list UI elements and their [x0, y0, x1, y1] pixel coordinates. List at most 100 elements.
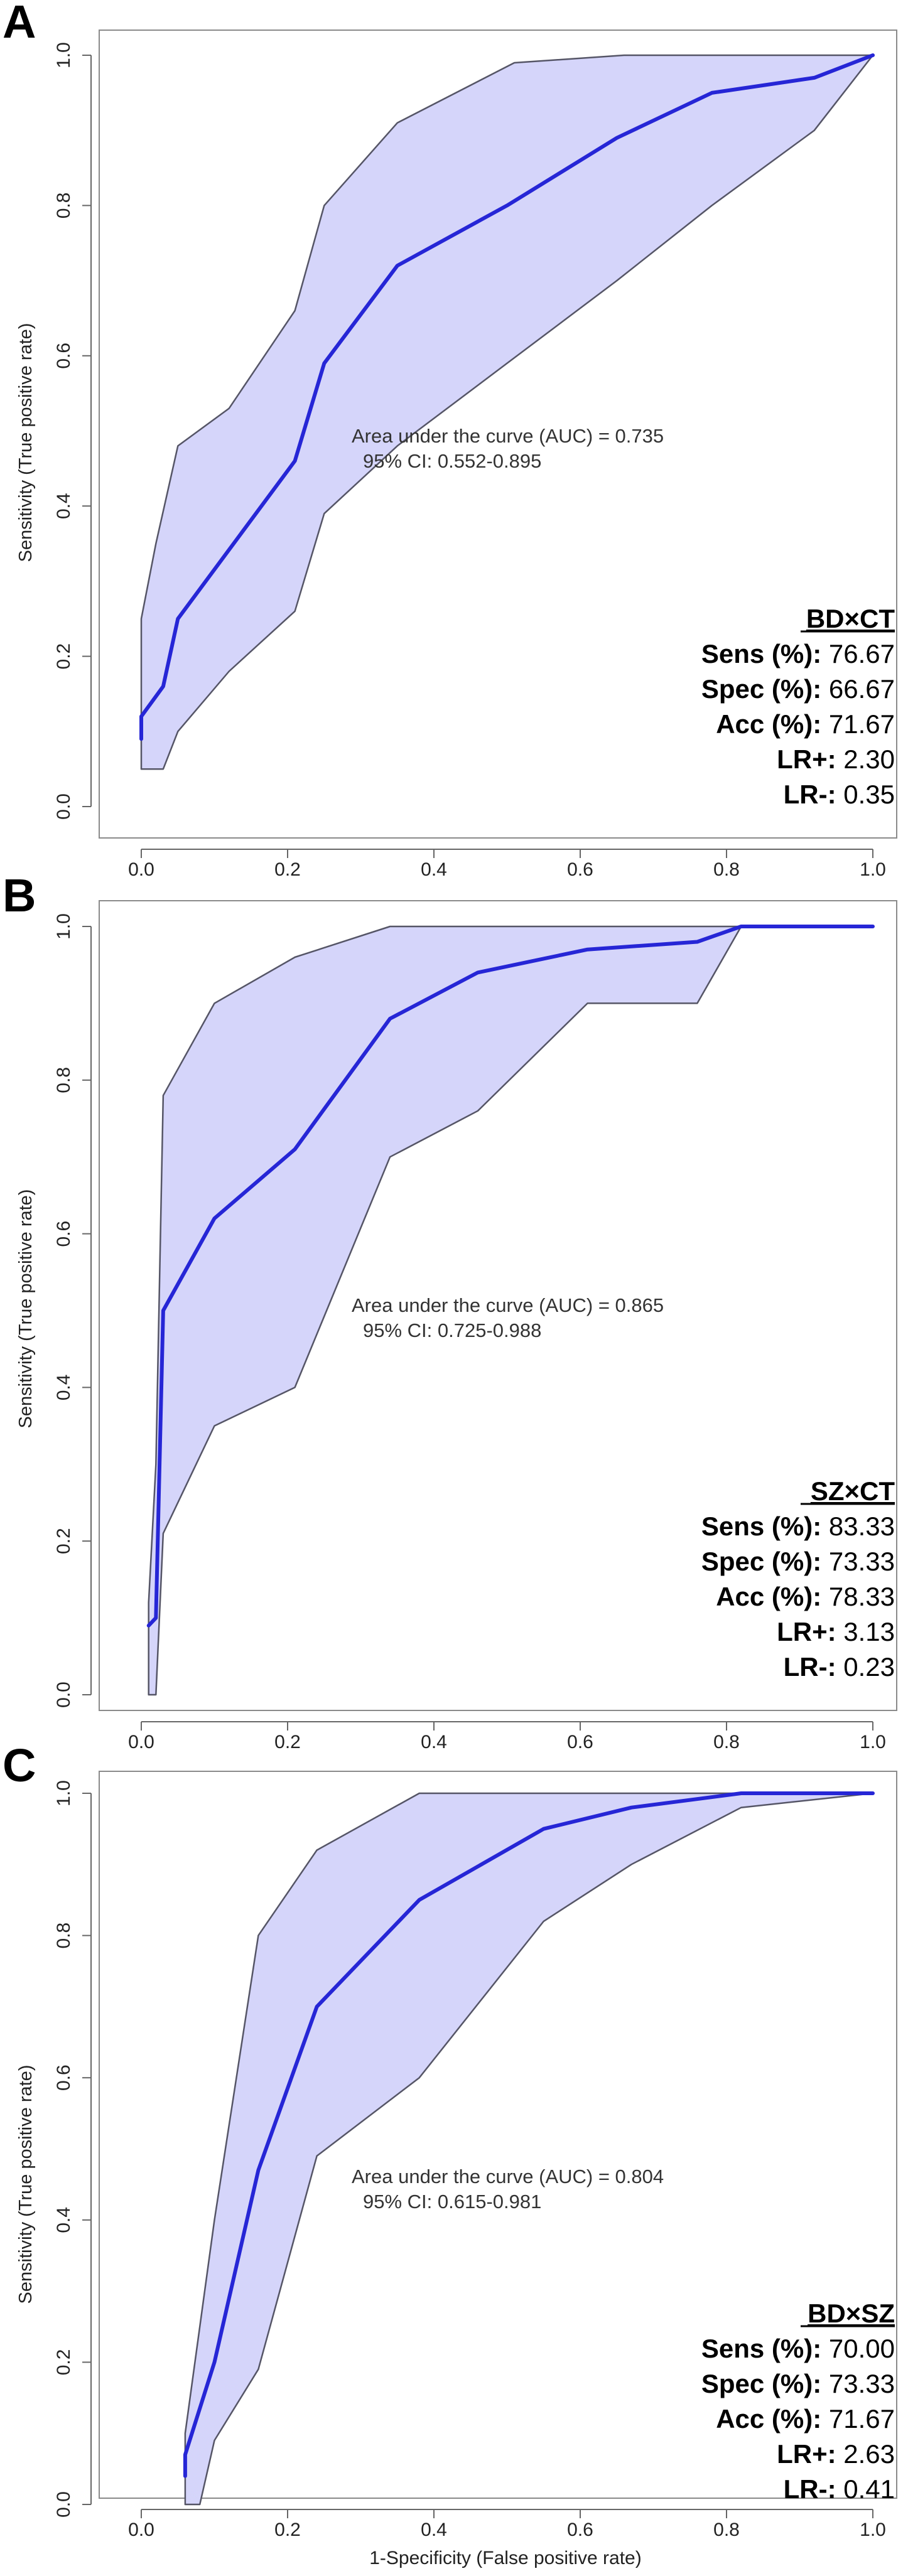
panel-b-y-tick-label: 1.0	[53, 913, 74, 940]
panel-c-stat-row: LR-: 0.41	[784, 2474, 895, 2504]
panel-c-x-tick-label: 0.4	[421, 2520, 447, 2540]
panel-c-plot-area	[183, 1791, 875, 2506]
panel-b-stat-row: Spec (%): 73.33	[701, 1547, 895, 1576]
panel-b-stat-colon: :	[828, 1617, 844, 1646]
panel-a-stat-value: 0.35	[843, 780, 895, 809]
panel-b-x-tick-label: 0.8	[713, 1732, 740, 1752]
panel-a-y-tick-label: 0.0	[53, 793, 74, 820]
panel-c-ci-text: 95% CI: 0.615-0.981	[363, 2191, 541, 2213]
panel-a-stat-value: 2.30	[843, 744, 895, 774]
panel-a-stat-row: Sens (%): 76.67	[701, 639, 895, 668]
panel-b-stat-colon: :	[813, 1547, 829, 1576]
panel-a-plot-frame	[99, 30, 897, 839]
panel-c-x-tick-label: 1.0	[860, 2520, 886, 2540]
panel-b-y-tick-label: 0.4	[53, 1375, 74, 1401]
panel-a-label: A	[3, 0, 36, 48]
panel-c-auc-text: Area under the curve (AUC) = 0.804	[352, 2165, 664, 2187]
panel-c-stat-label: Acc (%)	[716, 2404, 813, 2434]
panel-c-stat-colon: :	[813, 2334, 829, 2363]
panel-b-ci-text: 95% CI: 0.725-0.988	[363, 1319, 541, 1341]
panel-b-stat-colon: :	[828, 1652, 844, 1682]
panel-a-x-tick-label: 0.6	[567, 859, 593, 880]
panel-b-x-tick-label: 0.6	[567, 1732, 593, 1752]
panel-a-roc-curve	[139, 53, 875, 741]
panel-a-stat-label: LR+	[777, 744, 828, 774]
panel-b-stats-title: SZ×CT	[811, 1476, 895, 1506]
panel-c-stats-title: BD×SZ	[808, 2299, 895, 2328]
panel-a-ticks: 0.0 0.2 0.4 0.6 0.8 1.0 0.0 0.2 0.4 0.6 0.8 1.0	[53, 42, 886, 880]
panel-b-stat-row: LR+: 3.13	[777, 1617, 895, 1646]
panel-c-y-tick-label: 0.4	[53, 2207, 74, 2233]
panel-c-stat-label: Spec (%)	[701, 2369, 813, 2398]
panel-c-y-tick-label: 0.6	[53, 2064, 74, 2091]
panel-c-stat-row: Acc (%): 71.67	[716, 2404, 895, 2434]
panel-b-stat-colon: :	[813, 1511, 829, 1541]
panel-c: C Sensitivity (True positive rate) 0.00.…	[3, 1739, 897, 2568]
panel-b-y-tick-label: 0.0	[53, 1682, 74, 1708]
panel-b-stat-label: Acc (%)	[716, 1582, 813, 1611]
panel-a-stat-row: Acc (%): 71.67	[716, 709, 895, 739]
panel-b-label: B	[3, 869, 36, 921]
panel-b-stat-colon: :	[813, 1582, 829, 1611]
panel-c-roc-curve	[183, 1791, 875, 2478]
panel-c-stat-label: Sens (%)	[701, 2334, 813, 2363]
panel-a-stat-row: Spec (%): 66.67	[701, 674, 895, 704]
panel-b-plot-frame	[99, 900, 897, 1711]
panel-b-stat-value: 78.33	[829, 1582, 895, 1611]
panel-a-stat-label: Spec (%)	[701, 674, 813, 704]
panel-a-y-tick-label: 0.4	[53, 493, 74, 519]
panel-b-y-tick-label: 0.8	[53, 1067, 74, 1093]
panel-a-stat-colon: :	[828, 744, 844, 774]
panel-a-y-tick-label: 0.8	[53, 193, 74, 219]
panel-c-stat-row: LR+: 2.63	[777, 2439, 895, 2469]
panel-a-stat-label: LR-	[784, 780, 828, 809]
panel-c-stat-value: 2.63	[843, 2439, 895, 2469]
panel-b-y-tick-label: 0.2	[53, 1528, 74, 1554]
panel-c-stat-label: LR-	[784, 2474, 828, 2504]
panel-b-stat-row: Sens (%): 83.33	[701, 1511, 895, 1541]
panel-a-x-tick-label: 0.4	[421, 859, 447, 880]
panel-a-y-axis-label: Sensitivity (True positive rate)	[16, 323, 36, 562]
panel-c-stat-value: 0.41	[843, 2474, 895, 2504]
panel-a-stat-row: LR-: 0.35	[784, 780, 895, 809]
panel-b-y-tick-label: 0.6	[53, 1221, 74, 1247]
panel-b-stat-label: LR-	[784, 1652, 828, 1682]
panel-a-stat-colon: :	[813, 639, 829, 668]
panel-a-stat-value: 71.67	[829, 709, 895, 739]
x-axis-label: 1-Specificity (False positive rate)	[369, 2548, 641, 2568]
panel-a-ci-text: 95% CI: 0.552-0.895	[363, 450, 541, 472]
panel-a-stat-colon: :	[828, 780, 844, 809]
panel-b-x-tick-label: 0.0	[128, 1732, 154, 1752]
panel-b-stat-row: LR-: 0.23	[784, 1652, 895, 1682]
panel-b-stat-value: 3.13	[843, 1617, 895, 1646]
panel-c-stat-colon: :	[813, 2404, 829, 2434]
panel-a-stat-colon: :	[813, 674, 829, 704]
panel-b-plot-area	[146, 925, 875, 1696]
panel-a-stats-title: BD×CT	[806, 604, 895, 633]
panel-c-stat-colon: :	[828, 2474, 844, 2504]
panel-b-stat-value: 73.33	[829, 1547, 895, 1576]
panel-c-stat-colon: :	[828, 2439, 844, 2469]
panel-a-auc-text: Area under the curve (AUC) = 0.735	[352, 425, 664, 447]
panel-c-y-axis-label: Sensitivity (True positive rate)	[16, 2065, 36, 2304]
panel-b-stat-row: Acc (%): 78.33	[716, 1582, 895, 1611]
panel-c-x-tick-label: 0.8	[713, 2520, 740, 2540]
panel-a-stats-box: BD×CT Sens (%): 76.67 Spec (%): 66.67 Acc (…	[701, 604, 895, 809]
panel-b-stats-box: SZ×CT Sens (%): 83.33 Spec (%): 73.33 Acc (…	[701, 1476, 895, 1682]
panel-b-ticks: 0.0 0.2 0.4 0.6 0.8 1.0 0.0 0.2 0.4 0.6 0.8 1.0	[53, 913, 886, 1752]
panel-b: B Sensitivity (True positive rate) 0.00.…	[3, 869, 897, 1752]
panel-c-stat-value: 71.67	[829, 2404, 895, 2434]
panel-a-plot-area	[139, 53, 875, 770]
panel-c-y-tick-label: 0.8	[53, 1923, 74, 1949]
panel-c-stat-value: 70.00	[829, 2334, 895, 2363]
panel-c-stat-label: LR+	[777, 2439, 828, 2469]
panel-b-stat-label: Sens (%)	[701, 1511, 813, 1541]
panel-a-stat-colon: :	[813, 709, 829, 739]
panel-a-y-tick-label: 0.2	[53, 643, 74, 670]
panel-c-stat-value: 73.33	[829, 2369, 895, 2398]
panel-c-label: C	[3, 1739, 36, 1791]
panel-c-x-tick-label: 0.6	[567, 2520, 593, 2540]
panel-b-stat-value: 0.23	[843, 1652, 895, 1682]
panel-c-stat-row: Sens (%): 70.00	[701, 2334, 895, 2363]
panel-c-ticks: 0.0 0.2 0.4 0.6 0.8 1.0 0.0 0.2 0.4 0.6 0.8 1.0	[53, 1780, 886, 2540]
